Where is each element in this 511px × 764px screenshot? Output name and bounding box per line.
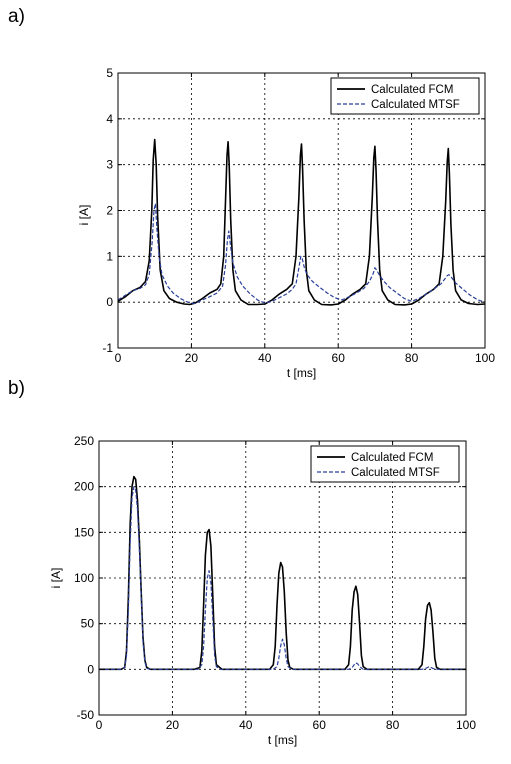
y-tick-label: 100 xyxy=(74,571,94,585)
series-line-mtsf xyxy=(99,486,466,670)
legend-label-fcm: Calculated FCM xyxy=(371,84,453,96)
x-tick-label: 20 xyxy=(185,351,199,365)
y-tick-label: 5 xyxy=(106,66,113,80)
y-tick-label: -50 xyxy=(77,708,95,722)
y-axis-label: i [A] xyxy=(77,205,91,226)
y-tick-label: 200 xyxy=(74,480,94,494)
legend-label-fcm: Calculated FCM xyxy=(351,452,433,464)
y-tick-label: 3 xyxy=(106,158,113,172)
y-tick-label: 4 xyxy=(106,112,113,126)
series-line-mtsf xyxy=(117,203,486,305)
y-tick-label: 1 xyxy=(106,249,113,263)
x-tick-label: 60 xyxy=(332,351,346,365)
y-tick-label: 250 xyxy=(74,434,94,448)
x-tick-label: 20 xyxy=(166,718,180,732)
x-axis-label: t [ms] xyxy=(287,366,316,380)
x-tick-label: 100 xyxy=(456,718,476,732)
legend-label-mtsf: Calculated MTSF xyxy=(351,467,440,479)
x-tick-label: 80 xyxy=(405,351,419,365)
x-axis-label: t [ms] xyxy=(268,733,297,747)
y-tick-label: 0 xyxy=(106,295,113,309)
x-tick-label: 40 xyxy=(239,718,253,732)
x-tick-label: 80 xyxy=(386,718,400,732)
panel-label-b: b) xyxy=(8,378,25,399)
y-tick-label: 50 xyxy=(81,617,95,631)
legend-box xyxy=(330,77,480,115)
y-tick-label: -1 xyxy=(102,341,113,355)
y-tick-label: 0 xyxy=(87,662,94,676)
x-tick-label: 0 xyxy=(115,351,122,365)
x-tick-label: 100 xyxy=(475,351,495,365)
x-tick-label: 0 xyxy=(96,718,103,732)
x-tick-label: 60 xyxy=(313,718,327,732)
panel-label-a: a) xyxy=(8,6,25,27)
legend-box xyxy=(310,445,460,483)
y-tick-label: 2 xyxy=(106,204,113,218)
x-tick-label: 40 xyxy=(258,351,272,365)
y-axis-label: i [A] xyxy=(49,568,63,589)
legend-label-mtsf: Calculated MTSF xyxy=(371,99,460,111)
y-tick-label: 150 xyxy=(74,525,94,539)
